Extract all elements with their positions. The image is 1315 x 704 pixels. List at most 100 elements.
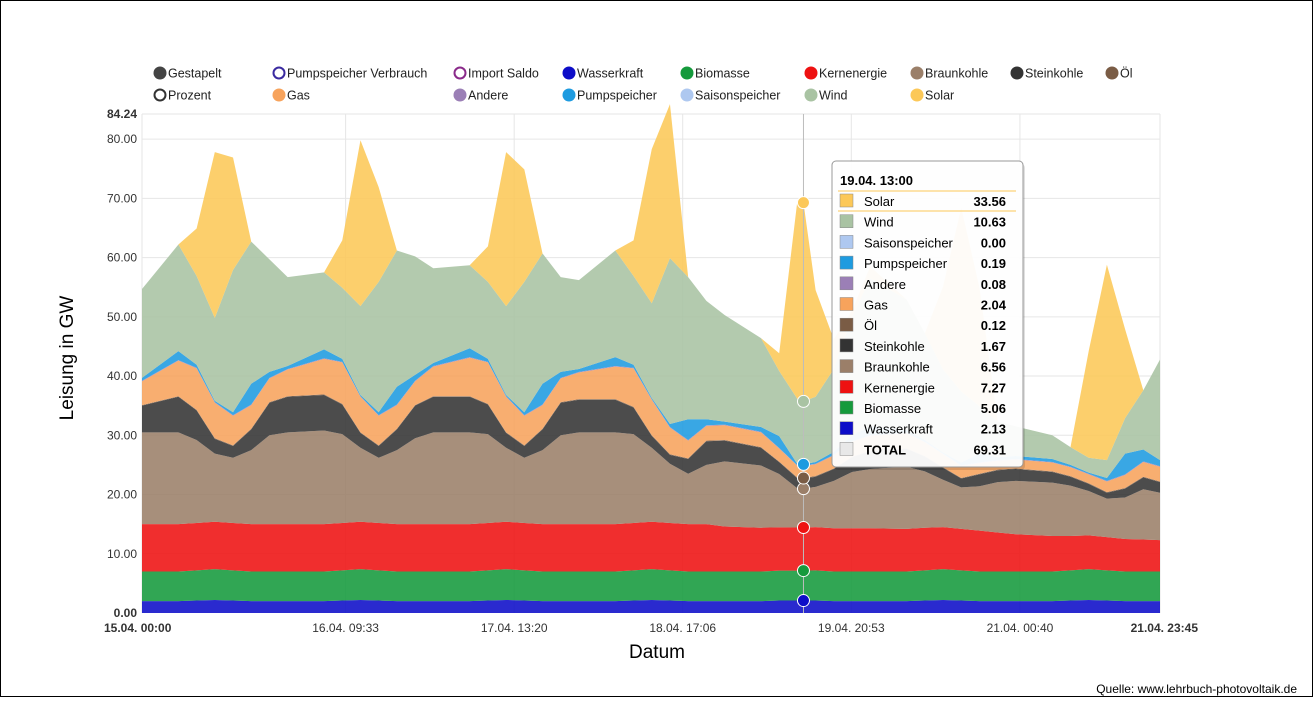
legend-item-biomasse[interactable]: Biomasse: [680, 66, 750, 81]
legend-marker: [804, 88, 818, 102]
legend-label: Wind: [819, 89, 848, 103]
legend-label: Prozent: [168, 89, 212, 103]
tooltip-swatch-wind: [839, 214, 854, 228]
y-axis-title: Leisung in GW: [57, 296, 78, 421]
legend-marker: [680, 66, 694, 80]
legend-item-pumpspeicher-verbrauch[interactable]: Pumpspeicher Verbrauch: [272, 66, 428, 81]
tooltip-swatch-oel: [839, 317, 854, 332]
tooltip-swatch-solar: [839, 193, 854, 208]
legend-item-prozent[interactable]: Prozent: [153, 88, 212, 103]
tooltip-series-value: 6.56: [981, 360, 1006, 375]
tooltip-series-value: 33.56: [973, 194, 1006, 209]
legend-label: Kernenergie: [819, 67, 887, 81]
tooltip-swatch-wasserkraft: [839, 421, 854, 435]
tooltip-swatch-andere: [839, 276, 854, 291]
tooltip: 19.04. 13:00 Solar 33.56 Wind 10.63 Saisonspe…: [831, 160, 1025, 470]
legend-marker: [272, 66, 286, 80]
area-braunkohle: [142, 430, 1160, 541]
tooltip-series-name: Solar: [864, 194, 895, 209]
legend-item-braunkohle[interactable]: Braunkohle: [910, 66, 989, 81]
legend-label: Steinkohle: [1025, 67, 1083, 81]
tooltip-series-value: 2.13: [981, 422, 1006, 437]
hover-marker-oel: [796, 471, 810, 485]
legend-label: Andere: [468, 89, 508, 103]
legend-item-pumpspeicher[interactable]: Pumpspeicher: [562, 88, 657, 103]
x-tick-label: 21.04. 00:40: [987, 621, 1054, 635]
legend-marker: [680, 88, 694, 102]
tooltip-series-value: 5.06: [981, 401, 1006, 416]
area-gas: [142, 357, 1160, 493]
area-kernenergie: [142, 521, 1160, 572]
y-tick-label: 30.00: [107, 428, 137, 442]
y-tick-label: 80.00: [107, 132, 137, 146]
x-axis-ticks: 15.04. 00:00 16.04. 09:33 17.04. 13:20 18.0…: [104, 621, 1198, 635]
hover-marker-pumpspeicher: [796, 457, 810, 471]
area-steinkohle: [142, 395, 1160, 499]
legend-label: Braunkohle: [925, 67, 988, 81]
legend-item-wasserkraft[interactable]: Wasserkraft: [562, 66, 644, 81]
tooltip-series-name: Wasserkraft: [864, 422, 933, 437]
tooltip-box: [831, 160, 1024, 468]
tooltip-swatch-steinkohle: [839, 338, 854, 353]
tooltip-series-value: 0.08: [981, 277, 1006, 292]
legend-marker: [804, 66, 818, 80]
legend-item-saisonspeicher[interactable]: Saisonspeicher: [680, 88, 781, 103]
hover-marker-wind: [796, 394, 810, 408]
hover-marker-biomasse: [796, 564, 810, 578]
legend-label: Pumpspeicher: [577, 89, 657, 103]
legend-item-wind[interactable]: Wind: [804, 88, 848, 103]
legend-item-solar[interactable]: Solar: [910, 88, 955, 103]
legend-item-kernenergie[interactable]: Kernenergie: [804, 66, 888, 81]
y-tick-label: 10.00: [107, 547, 137, 561]
tooltip-series-name: Biomasse: [864, 401, 921, 416]
legend-marker: [272, 88, 286, 102]
y-tick-label: 70.00: [107, 191, 137, 205]
legend-marker: [562, 88, 576, 102]
hover-marker-solar: [796, 196, 810, 210]
legend-item-import-saldo[interactable]: Import Saldo: [453, 66, 539, 81]
y-tick-label: 20.00: [107, 488, 137, 502]
legend-marker: [562, 66, 576, 80]
tooltip-series-value: 0.00: [981, 235, 1006, 250]
legend-label: Saisonspeicher: [695, 89, 780, 103]
tooltip-series-name: TOTAL: [864, 442, 906, 457]
legend-label: Pumpspeicher Verbrauch: [287, 67, 427, 81]
area-wasserkraft: [142, 599, 1160, 613]
x-tick-label: 15.04. 00:00: [104, 621, 172, 635]
tooltip-series-value: 10.63: [973, 215, 1006, 230]
tooltip-swatch-pumpspeicher: [839, 255, 854, 270]
area-solar: [142, 104, 1160, 461]
tooltip-swatch-total: [839, 442, 854, 456]
legend-item-oel[interactable]: Öl: [1105, 66, 1133, 81]
tooltip-swatch-gas: [839, 297, 854, 311]
area-biomasse: [142, 569, 1160, 602]
x-tick-label: 16.04. 09:33: [312, 621, 379, 635]
legend-marker: [153, 88, 167, 102]
legend-marker: [153, 66, 167, 80]
source-credit: Quelle: www.lehrbuch-photovoltaik.de: [1096, 682, 1297, 696]
tooltip-series-value: 2.04: [981, 298, 1007, 313]
x-tick-label: 19.04. 20:53: [818, 621, 885, 635]
tooltip-swatch-biomasse: [839, 400, 854, 415]
y-tick-label: 40.00: [107, 369, 137, 383]
legend-item-steinkohle[interactable]: Steinkohle: [1010, 66, 1084, 81]
tooltip-swatch-saisonspeicher: [839, 235, 854, 249]
tooltip-swatch-braunkohle: [839, 359, 854, 373]
x-tick-label: 21.04. 23:45: [1131, 621, 1199, 635]
tooltip-series-value: 69.31: [973, 442, 1006, 457]
legend-label: Import Saldo: [468, 67, 539, 81]
y-tick-label: 0.00: [114, 606, 138, 620]
legend-item-gestapelt[interactable]: Gestapelt: [153, 66, 223, 81]
legend-label: Öl: [1120, 67, 1133, 81]
tooltip-series-value: 1.67: [981, 339, 1006, 354]
legend-marker: [453, 88, 467, 102]
legend-item-gas[interactable]: Gas: [272, 88, 310, 103]
legend-marker: [910, 66, 924, 80]
tooltip-series-name: Braunkohle: [864, 360, 930, 375]
legend-item-andere[interactable]: Andere: [453, 88, 509, 103]
y-tick-label: 60.00: [107, 251, 137, 265]
hover-crosshair: [796, 114, 810, 613]
x-axis-title: Datum: [629, 642, 685, 663]
